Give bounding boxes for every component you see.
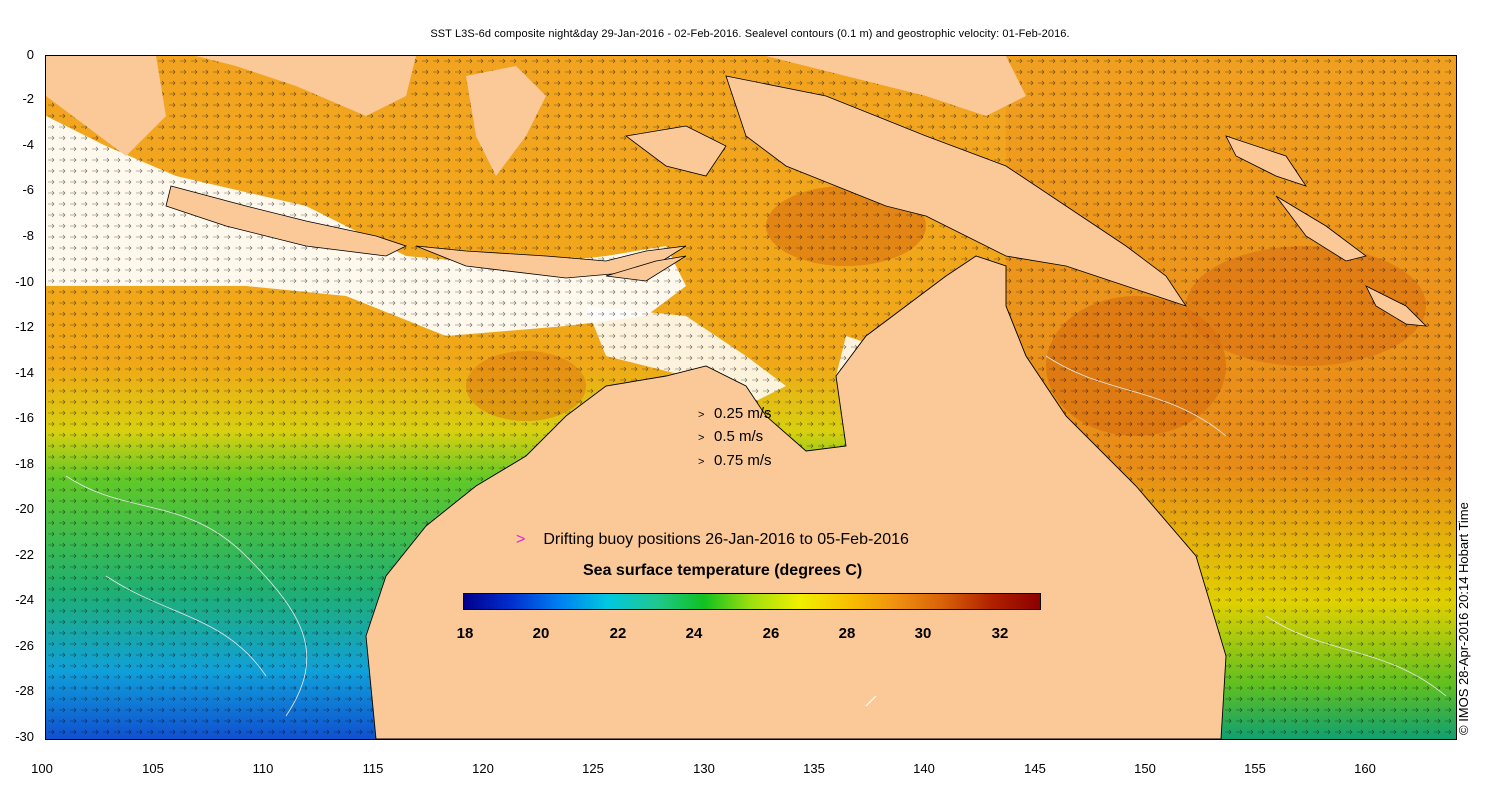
buoy-marker-icon: > xyxy=(516,531,526,548)
velocity-key-label: 0.25 m/s xyxy=(714,405,772,422)
y-tick: -22 xyxy=(15,547,34,562)
buoy-legend-label: Drifting buoy positions 26-Jan-2016 to 0… xyxy=(543,531,909,548)
colorbar-tick: 24 xyxy=(685,625,703,642)
y-tick: -12 xyxy=(15,319,34,334)
velocity-key-025: >0.25 m/s xyxy=(698,405,772,422)
land-java xyxy=(165,185,408,257)
x-tick: 150 xyxy=(1134,761,1156,776)
y-tick: -24 xyxy=(15,592,34,607)
x-tick: 110 xyxy=(252,761,274,776)
land-sulawesi xyxy=(466,66,546,176)
y-tick: -30 xyxy=(15,729,34,744)
x-tick: 115 xyxy=(362,761,384,776)
y-tick: -10 xyxy=(15,274,34,289)
buoy-legend: > Drifting buoy positions 26-Jan-2016 to … xyxy=(516,531,909,549)
velocity-arrow-icon: > xyxy=(698,456,705,468)
velocity-key-label: 0.75 m/s xyxy=(714,452,772,469)
y-tick: -6 xyxy=(22,182,34,197)
land-new-guinea xyxy=(725,75,1187,307)
x-tick: 125 xyxy=(582,761,604,776)
colorbar-tick: 28 xyxy=(838,625,856,642)
sst-map xyxy=(45,55,1457,740)
x-tick: 105 xyxy=(142,761,164,776)
colorbar-tick: 26 xyxy=(762,625,780,642)
chart-title: SST L3S-6d composite night&day 29-Jan-20… xyxy=(430,28,1070,40)
colorbar-tick: 22 xyxy=(609,625,627,642)
land-timor xyxy=(605,255,687,282)
y-tick: -4 xyxy=(22,137,34,152)
x-tick: 130 xyxy=(693,761,715,776)
colorbar-title: Sea surface temperature (degrees C) xyxy=(583,562,863,579)
x-tick: 135 xyxy=(803,761,825,776)
y-tick: -18 xyxy=(15,456,34,471)
y-tick: -20 xyxy=(15,501,34,516)
land-borneo xyxy=(46,56,416,116)
colorbar-tick: 20 xyxy=(532,625,550,642)
y-tick: -14 xyxy=(15,365,34,380)
y-tick: -8 xyxy=(22,228,34,243)
colorbar xyxy=(463,593,1041,610)
y-tick: -26 xyxy=(15,638,34,653)
y-tick: 0 xyxy=(26,47,34,62)
y-tick: -28 xyxy=(15,683,34,698)
colorbar-tick: 30 xyxy=(914,625,932,642)
velocity-arrow-icon: > xyxy=(698,409,705,421)
colorbar-tick: 32 xyxy=(991,625,1009,642)
x-tick: 140 xyxy=(913,761,935,776)
x-tick: 145 xyxy=(1024,761,1046,776)
sst-map-canvas xyxy=(46,56,1456,739)
velocity-arrow-icon: > xyxy=(698,432,705,444)
credit-text: © IMOS 28-Apr-2016 20:14 Hobart Time xyxy=(1456,502,1471,735)
y-tick: -2 xyxy=(22,91,34,106)
velocity-key-05: >0.5 m/s xyxy=(698,428,763,445)
x-tick: 160 xyxy=(1354,761,1376,776)
x-tick: 120 xyxy=(472,761,494,776)
y-tick: -16 xyxy=(15,410,34,425)
velocity-key-label: 0.5 m/s xyxy=(714,428,764,445)
x-tick: 100 xyxy=(31,761,53,776)
colorbar-tick: 18 xyxy=(456,625,474,642)
velocity-key-075: >0.75 m/s xyxy=(698,452,772,469)
land-australia xyxy=(365,255,1227,739)
x-tick: 155 xyxy=(1244,761,1266,776)
